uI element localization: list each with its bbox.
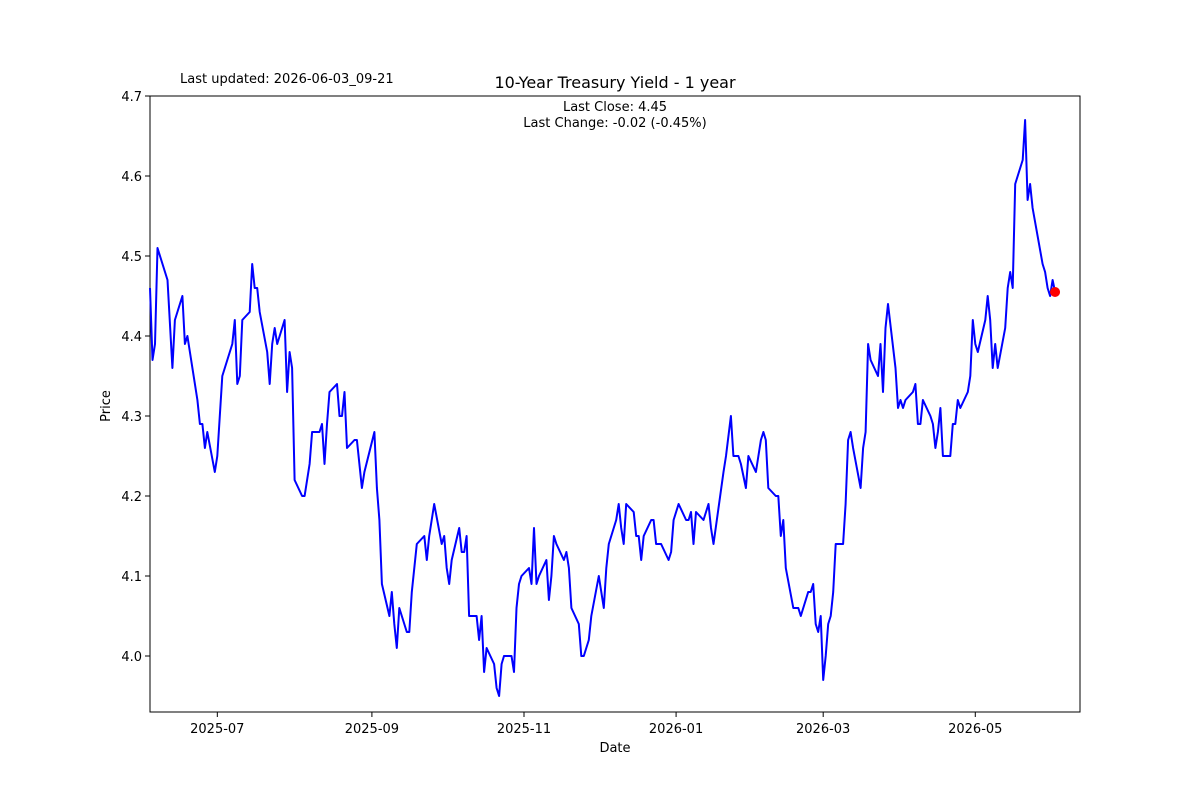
x-axis-label: Date <box>599 741 630 756</box>
last-change-label: Last Change: -0.02 (-0.45%) <box>523 116 706 131</box>
x-tick-label: 2026-01 <box>649 722 703 737</box>
last-updated-label: Last updated: 2026-06-03_09-21 <box>180 72 394 87</box>
x-tick-label: 2026-03 <box>796 722 850 737</box>
last-close-label: Last Close: 4.45 <box>563 100 667 115</box>
y-tick-label: 4.4 <box>121 330 142 345</box>
y-tick-label: 4.0 <box>121 650 142 665</box>
series-layer <box>149 119 1061 697</box>
chart-title: 10-Year Treasury Yield - 1 year <box>494 73 736 92</box>
x-tick-label: 2026-05 <box>948 722 1002 737</box>
x-tick-label: 2025-07 <box>190 722 244 737</box>
x-tick-label: 2025-11 <box>497 722 551 737</box>
y-tick-label: 4.2 <box>121 490 142 505</box>
x-tick-label: 2025-09 <box>345 722 399 737</box>
y-tick-label: 4.3 <box>121 410 142 425</box>
plot-frame <box>149 95 1081 713</box>
yield-series-line <box>149 119 1057 697</box>
axis-ticks: 2025-07 2025-09 2025-11 2026-01 2026-03 2026-… <box>121 90 1002 737</box>
y-tick-label: 4.6 <box>121 170 142 185</box>
y-tick-label: 4.1 <box>121 570 142 585</box>
last-close-marker <box>1050 287 1061 297</box>
y-axis-label: Price <box>99 390 114 422</box>
y-tick-label: 4.7 <box>121 90 142 105</box>
y-tick-label: 4.5 <box>121 250 142 265</box>
